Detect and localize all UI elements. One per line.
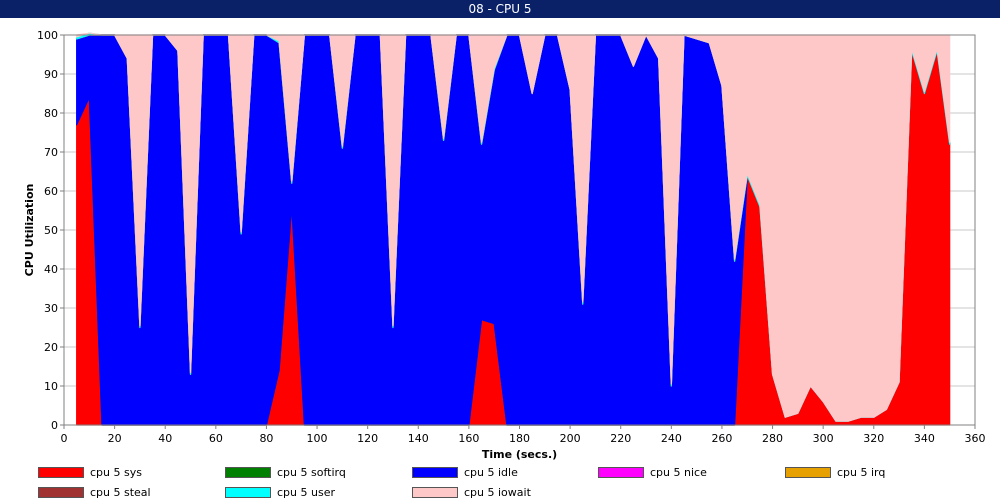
x-tick-label: 260 (711, 432, 732, 445)
legend-label: cpu 5 softirq (277, 465, 346, 479)
x-tick-label: 300 (813, 432, 834, 445)
x-tick-label: 220 (610, 432, 631, 445)
legend-swatch (38, 466, 84, 478)
y-tick-label: 60 (44, 185, 58, 198)
x-tick-label: 160 (458, 432, 479, 445)
y-tick-label: 30 (44, 302, 58, 315)
legend-item: cpu 5 softirq (225, 465, 346, 479)
y-tick-label: 0 (51, 419, 58, 432)
x-tick-label: 320 (863, 432, 884, 445)
legend-label: cpu 5 user (277, 485, 335, 499)
x-tick-label: 40 (158, 432, 172, 445)
legend-item: cpu 5 steal (38, 485, 151, 499)
y-tick-label: 40 (44, 263, 58, 276)
window-title-bar: 08 - CPU 5 (0, 0, 1000, 18)
legend-label: cpu 5 idle (464, 465, 518, 479)
y-axis-label: CPU Utilization (23, 184, 36, 277)
legend-item: cpu 5 sys (38, 465, 142, 479)
y-tick-label: 10 (44, 380, 58, 393)
legend-label: cpu 5 irq (837, 465, 886, 479)
x-tick-label: 80 (259, 432, 273, 445)
legend-item: cpu 5 nice (598, 465, 707, 479)
x-tick-label: 20 (108, 432, 122, 445)
legend-swatch (412, 486, 458, 498)
legend-item: cpu 5 idle (412, 465, 518, 479)
legend-swatch (785, 466, 831, 478)
legend-label: cpu 5 sys (90, 465, 142, 479)
legend-swatch (225, 466, 271, 478)
x-tick-label: 60 (209, 432, 223, 445)
legend-swatch (225, 486, 271, 498)
x-tick-label: 0 (61, 432, 68, 445)
y-tick-label: 90 (44, 68, 58, 81)
x-tick-label: 120 (357, 432, 378, 445)
y-tick-label: 100 (37, 29, 58, 42)
x-tick-label: 280 (762, 432, 783, 445)
legend-swatch (598, 466, 644, 478)
legend-label: cpu 5 iowait (464, 485, 531, 499)
x-tick-label: 200 (560, 432, 581, 445)
chart-legend: cpu 5 sys cpu 5 softirq cpu 5 idle cpu 5 ni… (0, 460, 1000, 504)
x-tick-label: 100 (307, 432, 328, 445)
legend-label: cpu 5 nice (650, 465, 707, 479)
x-axis-label: Time (secs.) (482, 448, 557, 460)
x-tick-label: 180 (509, 432, 530, 445)
legend-swatch (412, 466, 458, 478)
y-tick-label: 50 (44, 224, 58, 237)
x-tick-label: 240 (661, 432, 682, 445)
legend-swatch (38, 486, 84, 498)
window-title: 08 - CPU 5 (468, 2, 532, 16)
y-tick-label: 70 (44, 146, 58, 159)
legend-item: cpu 5 irq (785, 465, 885, 479)
cpu-utilization-chart: 0 10 20 30 40 50 60 70 80 90 100 0 20 40 60 80 100 120 140… (23, 29, 986, 460)
legend-label: cpu 5 steal (90, 485, 151, 499)
legend-item: cpu 5 user (225, 485, 335, 499)
legend-item: cpu 5 iowait (412, 485, 531, 499)
x-tick-label: 340 (914, 432, 935, 445)
x-tick-label: 360 (965, 432, 986, 445)
y-tick-label: 20 (44, 341, 58, 354)
y-tick-label: 80 (44, 107, 58, 120)
x-tick-label: 140 (408, 432, 429, 445)
